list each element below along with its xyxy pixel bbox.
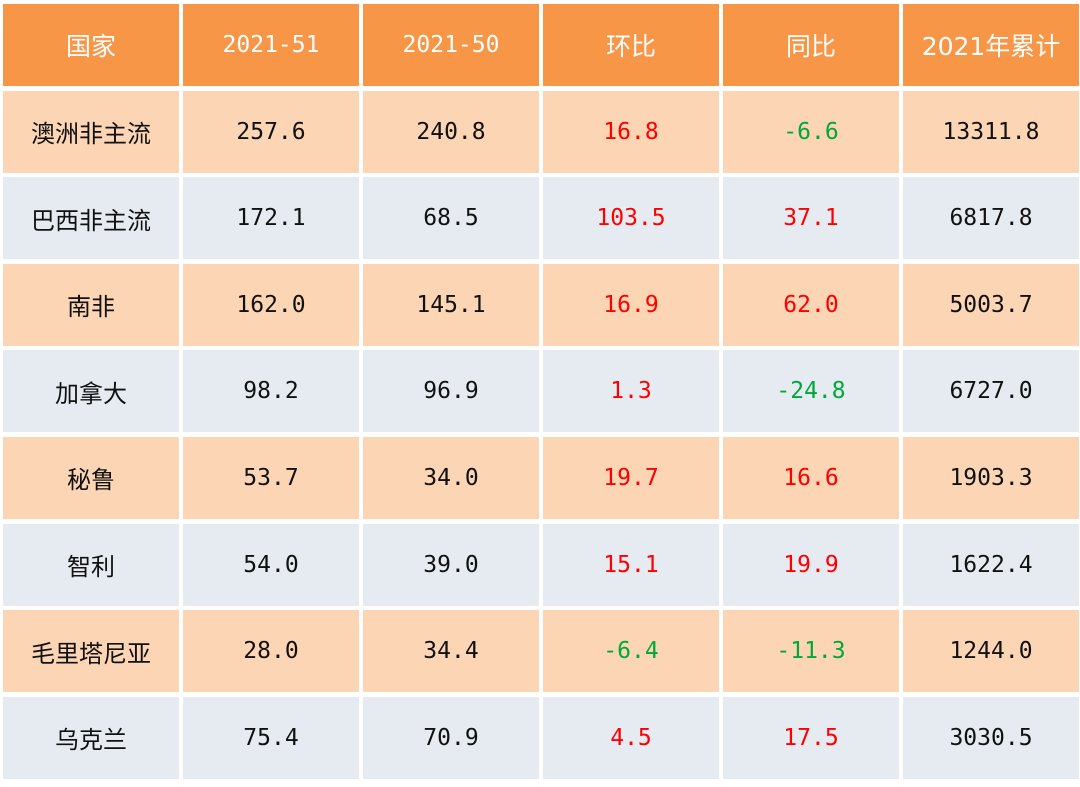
table-cell-w51: 172.1 <box>183 177 359 260</box>
header-country: 国家 <box>3 4 179 86</box>
table-cell-w51: 257.6 <box>183 90 359 173</box>
table-cell-cumulative: 1903.3 <box>903 436 1079 519</box>
table-cell-w50: 240.8 <box>363 90 539 173</box>
table-cell-country: 加拿大 <box>3 350 179 433</box>
table-cell-wow: 16.9 <box>543 263 719 346</box>
table-cell-w50: 34.4 <box>363 610 539 693</box>
table-cell-yoy: 19.9 <box>723 523 899 606</box>
table-cell-country: 智利 <box>3 523 179 606</box>
table-cell-cumulative: 1244.0 <box>903 610 1079 693</box>
table-cell-cumulative: 6727.0 <box>903 350 1079 433</box>
table-cell-country: 毛里塔尼亚 <box>3 610 179 693</box>
table-cell-w50: 34.0 <box>363 436 539 519</box>
table-cell-yoy: -6.6 <box>723 90 899 173</box>
table-cell-yoy: 62.0 <box>723 263 899 346</box>
header-week-50: 2021-50 <box>363 4 539 86</box>
table-cell-w50: 39.0 <box>363 523 539 606</box>
table-cell-yoy: -11.3 <box>723 610 899 693</box>
table-cell-yoy: -24.8 <box>723 350 899 433</box>
table-cell-country: 澳洲非主流 <box>3 90 179 173</box>
header-wow: 环比 <box>543 4 719 86</box>
table-cell-cumulative: 13311.8 <box>903 90 1079 173</box>
table-cell-w50: 68.5 <box>363 177 539 260</box>
table-cell-country: 乌克兰 <box>3 696 179 779</box>
table-cell-wow: 1.3 <box>543 350 719 433</box>
header-week-51: 2021-51 <box>183 4 359 86</box>
table-cell-country: 巴西非主流 <box>3 177 179 260</box>
table-cell-country: 南非 <box>3 263 179 346</box>
table-cell-w50: 96.9 <box>363 350 539 433</box>
table-cell-cumulative: 3030.5 <box>903 696 1079 779</box>
table-cell-w50: 145.1 <box>363 263 539 346</box>
table-cell-w51: 98.2 <box>183 350 359 433</box>
header-yoy: 同比 <box>723 4 899 86</box>
table-cell-wow: 19.7 <box>543 436 719 519</box>
table-cell-w51: 162.0 <box>183 263 359 346</box>
table-cell-w51: 75.4 <box>183 696 359 779</box>
table-cell-wow: 103.5 <box>543 177 719 260</box>
table-cell-cumulative: 5003.7 <box>903 263 1079 346</box>
table-cell-yoy: 37.1 <box>723 177 899 260</box>
table-cell-w50: 70.9 <box>363 696 539 779</box>
table-cell-cumulative: 6817.8 <box>903 177 1079 260</box>
table-cell-w51: 54.0 <box>183 523 359 606</box>
table-cell-w51: 28.0 <box>183 610 359 693</box>
table-cell-yoy: 17.5 <box>723 696 899 779</box>
table-cell-wow: -6.4 <box>543 610 719 693</box>
table-cell-wow: 4.5 <box>543 696 719 779</box>
table-cell-yoy: 16.6 <box>723 436 899 519</box>
table-cell-wow: 16.8 <box>543 90 719 173</box>
table-cell-country: 秘鲁 <box>3 436 179 519</box>
table-cell-w51: 53.7 <box>183 436 359 519</box>
table-cell-wow: 15.1 <box>543 523 719 606</box>
table-cell-cumulative: 1622.4 <box>903 523 1079 606</box>
header-cumulative: 2021年累计 <box>903 4 1079 86</box>
data-table: 国家 2021-51 2021-50 环比 同比 2021年累计 澳洲非主流 2… <box>3 4 1079 779</box>
